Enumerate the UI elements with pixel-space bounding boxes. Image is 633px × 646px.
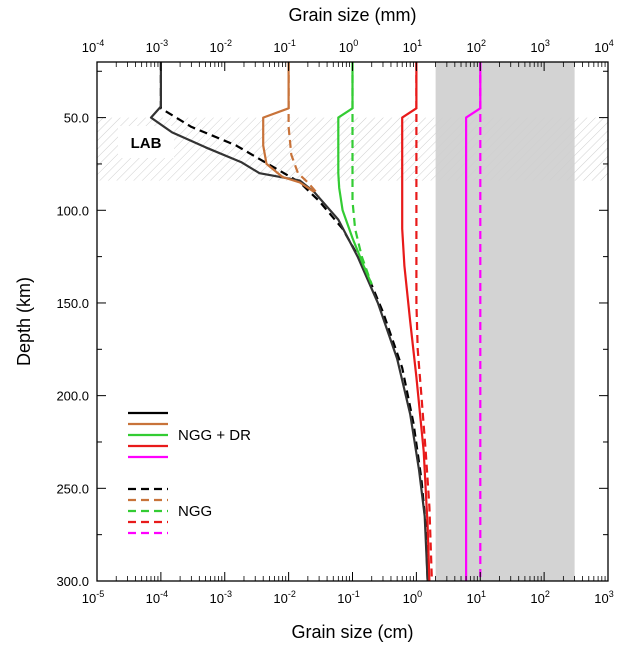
y-tick-label: 250.0 bbox=[56, 481, 89, 496]
x-tick-label-top: 100 bbox=[339, 38, 358, 55]
x-tick-label-bottom: 100 bbox=[403, 589, 422, 606]
x-axis-title-bottom: Grain size (cm) bbox=[291, 622, 413, 642]
x-tick-label-bottom: 10-5 bbox=[82, 589, 104, 606]
x-tick-label-bottom: 10-2 bbox=[273, 589, 295, 606]
series-group bbox=[149, 62, 482, 581]
x-axis-title-top: Grain size (mm) bbox=[288, 5, 416, 25]
y-axis-title: Depth (km) bbox=[14, 277, 34, 366]
y-tick-label: 300.0 bbox=[56, 574, 89, 589]
legend-label: NGG + DR bbox=[178, 427, 251, 444]
x-tick-label-top: 10-2 bbox=[210, 38, 232, 55]
series-line-5-solid bbox=[337, 62, 373, 285]
y-tick-label: 150.0 bbox=[56, 296, 89, 311]
x-tick-label-bottom: 101 bbox=[467, 589, 486, 606]
x-tick-label-bottom: 103 bbox=[594, 589, 613, 606]
x-tick-label-top: 10-4 bbox=[82, 38, 104, 55]
x-tick-label-top: 104 bbox=[594, 38, 613, 55]
series-line-6-dashed bbox=[415, 62, 433, 581]
x-tick-label-bottom: 10-1 bbox=[337, 589, 359, 606]
legend-label: NGG bbox=[178, 503, 212, 520]
y-tick-label: 200.0 bbox=[56, 389, 89, 404]
y-tick-label: 100.0 bbox=[56, 203, 89, 218]
x-tick-label-top: 10-1 bbox=[273, 38, 295, 55]
x-tick-label-top: 101 bbox=[403, 38, 422, 55]
series-line-3-solid bbox=[262, 62, 315, 193]
series-line-9-solid bbox=[465, 62, 482, 581]
x-tick-label-top: 10-3 bbox=[146, 38, 168, 55]
lab-label: LAB bbox=[131, 135, 162, 152]
x-tick-label-bottom: 102 bbox=[530, 589, 549, 606]
lab-label-background bbox=[118, 126, 174, 158]
series-line-7-solid bbox=[401, 62, 431, 581]
x-tick-label-top: 103 bbox=[530, 38, 549, 55]
legend: NGG + DR NGG bbox=[128, 411, 251, 535]
x-tick-label-bottom: 10-4 bbox=[146, 589, 168, 606]
y-tick-label: 50.0 bbox=[64, 111, 89, 126]
x-tick-label-top: 102 bbox=[467, 38, 486, 55]
x-tick-label-bottom: 10-3 bbox=[210, 589, 232, 606]
